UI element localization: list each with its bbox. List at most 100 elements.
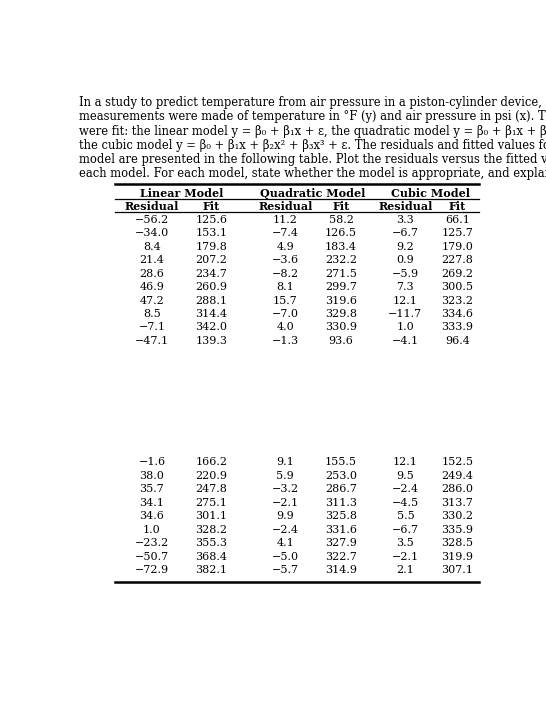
Text: −7.1: −7.1: [139, 323, 165, 333]
Text: Fit: Fit: [203, 201, 220, 212]
Text: 3.3: 3.3: [396, 215, 414, 225]
Text: Residual: Residual: [258, 201, 312, 212]
Text: 153.1: 153.1: [195, 228, 228, 238]
Text: −34.0: −34.0: [135, 228, 169, 238]
Text: 328.2: 328.2: [195, 525, 228, 535]
Text: −11.7: −11.7: [388, 309, 423, 319]
Text: 301.1: 301.1: [195, 511, 228, 521]
Text: 319.6: 319.6: [325, 296, 357, 306]
Text: 179.8: 179.8: [195, 242, 228, 252]
Text: 330.9: 330.9: [325, 323, 357, 333]
Text: Quadratic Model: Quadratic Model: [260, 188, 366, 199]
Text: model are presented in the following table. Plot the residuals versus the fitted: model are presented in the following tab…: [79, 153, 546, 166]
Text: 247.8: 247.8: [195, 484, 228, 494]
Text: 38.0: 38.0: [140, 471, 164, 481]
Text: 382.1: 382.1: [195, 565, 228, 575]
Text: were fit: the linear model y = β₀ + β₁x + ε, the quadratic model y = β₀ + β₁x + : were fit: the linear model y = β₀ + β₁x …: [79, 124, 546, 138]
Text: 314.4: 314.4: [195, 309, 228, 319]
Text: 286.7: 286.7: [325, 484, 357, 494]
Text: −2.1: −2.1: [272, 498, 299, 508]
Text: 93.6: 93.6: [329, 336, 353, 346]
Text: 325.8: 325.8: [325, 511, 357, 521]
Text: 331.6: 331.6: [325, 525, 357, 535]
Text: −2.4: −2.4: [272, 525, 299, 535]
Text: 307.1: 307.1: [441, 565, 473, 575]
Text: 21.4: 21.4: [140, 255, 164, 265]
Text: 330.2: 330.2: [441, 511, 473, 521]
Text: 0.9: 0.9: [396, 255, 414, 265]
Text: 368.4: 368.4: [195, 552, 228, 562]
Text: −2.4: −2.4: [392, 484, 419, 494]
Text: −4.5: −4.5: [392, 498, 419, 508]
Text: −6.7: −6.7: [392, 525, 419, 535]
Text: 249.4: 249.4: [441, 471, 473, 481]
Text: 9.2: 9.2: [396, 242, 414, 252]
Text: −56.2: −56.2: [135, 215, 169, 225]
Text: 335.9: 335.9: [441, 525, 473, 535]
Text: 47.2: 47.2: [140, 296, 164, 306]
Text: 300.5: 300.5: [441, 282, 473, 292]
Text: 286.0: 286.0: [441, 484, 473, 494]
Text: 34.1: 34.1: [140, 498, 164, 508]
Text: 334.6: 334.6: [441, 309, 473, 319]
Text: 355.3: 355.3: [195, 538, 228, 548]
Text: 11.2: 11.2: [273, 215, 298, 225]
Text: 313.7: 313.7: [441, 498, 473, 508]
Text: 8.1: 8.1: [276, 282, 294, 292]
Text: 288.1: 288.1: [195, 296, 228, 306]
Text: 319.9: 319.9: [441, 552, 473, 562]
Text: Residual: Residual: [125, 201, 179, 212]
Text: 35.7: 35.7: [140, 484, 164, 494]
Text: −1.3: −1.3: [272, 336, 299, 346]
Text: 327.9: 327.9: [325, 538, 357, 548]
Text: 3.5: 3.5: [396, 538, 414, 548]
Text: 5.5: 5.5: [396, 511, 414, 521]
Text: 207.2: 207.2: [195, 255, 228, 265]
Text: 125.6: 125.6: [195, 215, 228, 225]
Text: 1.0: 1.0: [143, 525, 161, 535]
Text: −7.4: −7.4: [272, 228, 299, 238]
Text: Linear Model: Linear Model: [140, 188, 223, 199]
Text: 269.2: 269.2: [441, 269, 473, 279]
Text: Cubic Model: Cubic Model: [391, 188, 471, 199]
Text: −23.2: −23.2: [135, 538, 169, 548]
Text: 314.9: 314.9: [325, 565, 357, 575]
Text: 234.7: 234.7: [195, 269, 228, 279]
Text: 46.9: 46.9: [140, 282, 164, 292]
Text: 9.1: 9.1: [276, 457, 294, 467]
Text: 260.9: 260.9: [195, 282, 228, 292]
Text: 220.9: 220.9: [195, 471, 228, 481]
Text: 4.0: 4.0: [276, 323, 294, 333]
Text: −6.7: −6.7: [392, 228, 419, 238]
Text: the cubic model y = β₀ + β₁x + β₂x² + β₃x³ + ε. The residuals and fitted values : the cubic model y = β₀ + β₁x + β₂x² + β₃…: [79, 139, 546, 152]
Text: 8.5: 8.5: [143, 309, 161, 319]
Text: 28.6: 28.6: [140, 269, 164, 279]
Text: 58.2: 58.2: [329, 215, 353, 225]
Text: 12.1: 12.1: [393, 457, 418, 467]
Text: 12.1: 12.1: [393, 296, 418, 306]
Text: −47.1: −47.1: [135, 336, 169, 346]
Text: In a study to predict temperature from air pressure in a piston-cylinder device,: In a study to predict temperature from a…: [79, 96, 546, 109]
Text: −5.0: −5.0: [272, 552, 299, 562]
Text: 232.2: 232.2: [325, 255, 357, 265]
Text: 8.4: 8.4: [143, 242, 161, 252]
Text: −4.1: −4.1: [392, 336, 419, 346]
Text: 183.4: 183.4: [325, 242, 357, 252]
Text: Fit: Fit: [333, 201, 349, 212]
Text: 227.8: 227.8: [441, 255, 473, 265]
Text: Residual: Residual: [378, 201, 432, 212]
Text: −3.6: −3.6: [272, 255, 299, 265]
Text: 125.7: 125.7: [441, 228, 473, 238]
Text: 342.0: 342.0: [195, 323, 228, 333]
Text: 5.9: 5.9: [276, 471, 294, 481]
Text: −7.0: −7.0: [272, 309, 299, 319]
Text: 66.1: 66.1: [445, 215, 470, 225]
Text: 34.6: 34.6: [140, 511, 164, 521]
Text: 179.0: 179.0: [441, 242, 473, 252]
Text: each model. For each model, state whether the model is appropriate, and explain.: each model. For each model, state whethe…: [79, 167, 546, 181]
Text: 329.8: 329.8: [325, 309, 357, 319]
Text: 323.2: 323.2: [441, 296, 473, 306]
Text: −8.2: −8.2: [272, 269, 299, 279]
Text: 2.1: 2.1: [396, 565, 414, 575]
Text: 1.0: 1.0: [396, 323, 414, 333]
